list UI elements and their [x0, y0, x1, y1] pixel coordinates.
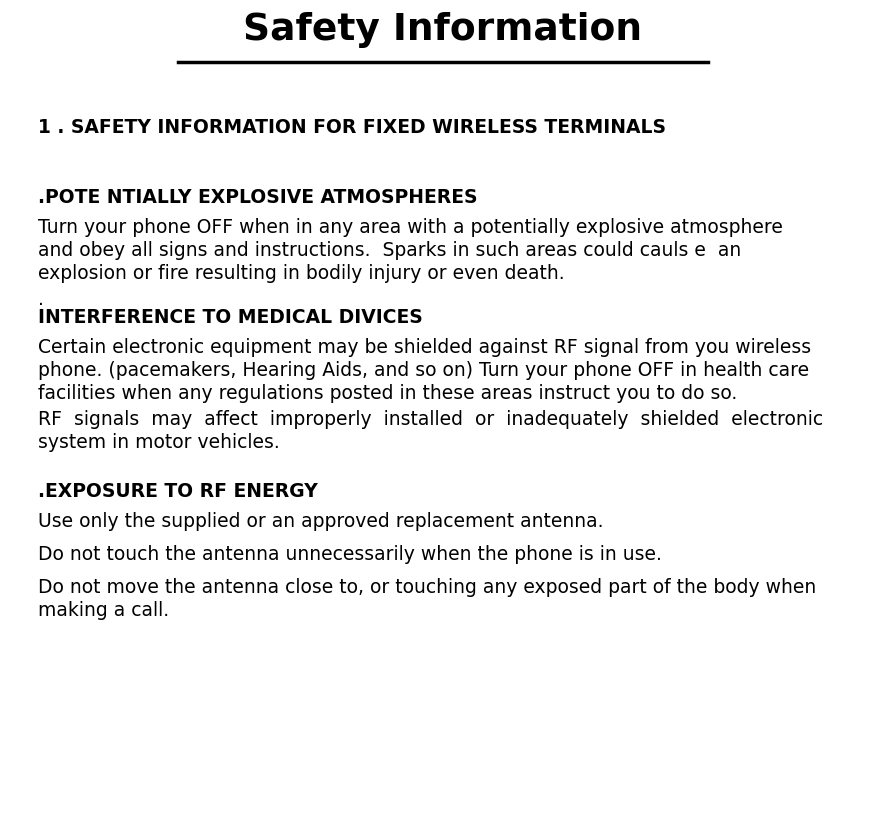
Text: .EXPOSURE TO RF ENERGY: .EXPOSURE TO RF ENERGY — [38, 482, 318, 501]
Text: INTERFERENCE TO MEDICAL DIVICES: INTERFERENCE TO MEDICAL DIVICES — [38, 308, 423, 327]
Text: .POTE NTIALLY EXPLOSIVE ATMOSPHERES: .POTE NTIALLY EXPLOSIVE ATMOSPHERES — [38, 188, 478, 207]
Text: Use only the supplied or an approved replacement antenna.: Use only the supplied or an approved rep… — [38, 512, 603, 531]
Text: facilities when any regulations posted in these areas instruct you to do so.: facilities when any regulations posted i… — [38, 384, 737, 403]
Text: Safety Information: Safety Information — [244, 12, 642, 48]
Text: Do not move the antenna close to, or touching any exposed part of the body when: Do not move the antenna close to, or tou… — [38, 578, 816, 597]
Text: explosion or fire resulting in bodily injury or even death.: explosion or fire resulting in bodily in… — [38, 264, 564, 283]
Text: RF  signals  may  affect  improperly  installed  or  inadequately  shielded  ele: RF signals may affect improperly install… — [38, 410, 823, 429]
Text: Certain electronic equipment may be shielded against RF signal from you wireless: Certain electronic equipment may be shie… — [38, 338, 811, 357]
Text: Do not touch the antenna unnecessarily when the phone is in use.: Do not touch the antenna unnecessarily w… — [38, 545, 662, 564]
Text: phone. (pacemakers, Hearing Aids, and so on) Turn your phone OFF in health care: phone. (pacemakers, Hearing Aids, and so… — [38, 361, 809, 380]
Text: .: . — [38, 290, 44, 309]
Text: system in motor vehicles.: system in motor vehicles. — [38, 433, 280, 452]
Text: and obey all signs and instructions.  Sparks in such areas could cauls e  an: and obey all signs and instructions. Spa… — [38, 241, 742, 260]
Text: making a call.: making a call. — [38, 601, 169, 620]
Text: 1 . SAFETY INFORMATION FOR FIXED WIRELESS TERMINALS: 1 . SAFETY INFORMATION FOR FIXED WIRELES… — [38, 118, 666, 137]
Text: Turn your phone OFF when in any area with a potentially explosive atmosphere: Turn your phone OFF when in any area wit… — [38, 218, 783, 237]
